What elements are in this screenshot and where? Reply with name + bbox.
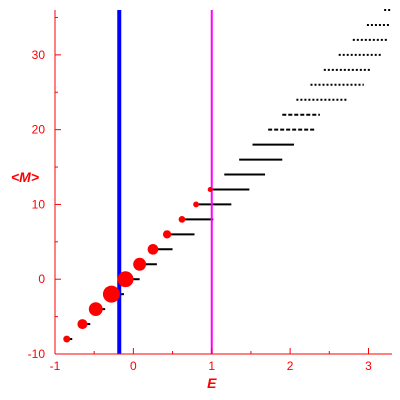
y-axis-label: <M> bbox=[11, 169, 39, 185]
marker-10 bbox=[207, 186, 213, 192]
x-tick-label: -1 bbox=[50, 359, 61, 373]
marker-8 bbox=[178, 216, 186, 223]
marker-0 bbox=[63, 335, 71, 343]
markers-layer bbox=[63, 186, 213, 343]
x-tick-label: 1 bbox=[208, 359, 215, 373]
marker-5 bbox=[133, 257, 147, 271]
x-axis-label: E bbox=[207, 375, 217, 391]
marker-3 bbox=[102, 285, 120, 303]
y-tick-label: 0 bbox=[38, 272, 45, 286]
y-tick-label: 30 bbox=[32, 48, 46, 62]
x-tick-label: 2 bbox=[287, 359, 294, 373]
y-tick-label: 10 bbox=[32, 197, 46, 211]
axes-layer bbox=[54, 10, 392, 355]
marker-1 bbox=[77, 319, 88, 330]
y-tick-label: -10 bbox=[28, 347, 46, 361]
marker-2 bbox=[88, 302, 103, 317]
marker-7 bbox=[162, 230, 172, 239]
vertical-lines-layer bbox=[117, 10, 213, 354]
x-tick-label: 3 bbox=[365, 359, 372, 373]
marker-4 bbox=[117, 271, 134, 288]
marker-6 bbox=[147, 243, 159, 255]
y-tick-label: 20 bbox=[32, 123, 46, 137]
x-tick-label: 0 bbox=[130, 359, 137, 373]
marker-9 bbox=[193, 201, 199, 208]
